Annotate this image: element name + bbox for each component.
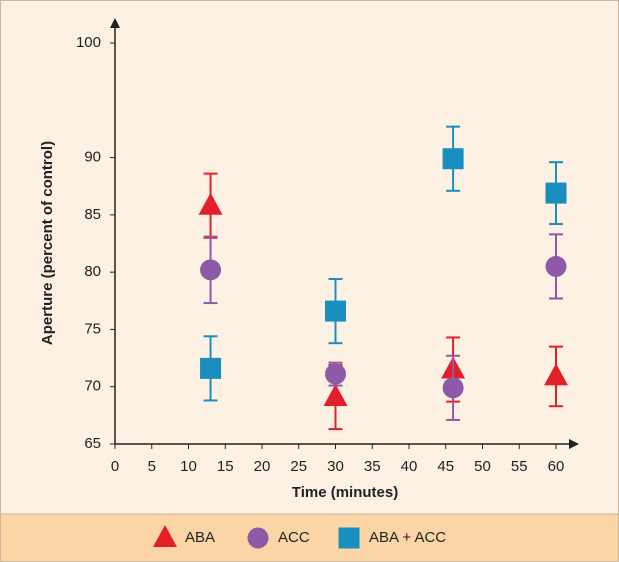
legend-marker: [153, 525, 177, 547]
y-tick-label: 85: [84, 206, 101, 223]
y-tick-label: 80: [84, 263, 101, 280]
x-tick-label: 35: [364, 458, 381, 475]
y-tick-label: 65: [84, 435, 101, 452]
point: [545, 255, 567, 277]
legend-band: [0, 513, 619, 562]
y-tick-label: 75: [84, 320, 101, 337]
legend-label: ABA + ACC: [369, 529, 446, 546]
legend-marker: [247, 527, 269, 549]
point: [200, 259, 222, 281]
x-tick-label: 15: [217, 458, 234, 475]
x-tick-label: 0: [111, 458, 119, 475]
point: [544, 363, 568, 386]
y-tick-label: 90: [84, 149, 101, 166]
x-arrow: [569, 439, 579, 449]
point: [442, 148, 464, 170]
legend-marker: [338, 527, 360, 549]
point: [325, 300, 346, 322]
point: [442, 377, 464, 399]
y-arrow: [110, 18, 120, 28]
point: [545, 182, 567, 204]
x-tick-label: 45: [437, 458, 454, 475]
y-tick-label: 70: [84, 378, 101, 395]
y-axis-title: Aperture (percent of control): [39, 141, 56, 345]
x-tick-label: 20: [254, 458, 271, 475]
legend-label: ACC: [278, 529, 310, 546]
point: [198, 192, 223, 215]
x-tick-label: 10: [180, 458, 197, 475]
x-tick-label: 25: [290, 458, 307, 475]
x-tick-label: 55: [511, 458, 528, 475]
x-tick-label: 60: [548, 458, 565, 475]
x-axis-title: Time (minutes): [292, 484, 398, 501]
legend-label: ABA: [185, 529, 215, 546]
point: [200, 357, 222, 379]
point: [323, 384, 348, 407]
x-tick-label: 5: [148, 458, 156, 475]
y-tick-label: 100: [76, 34, 101, 51]
point: [325, 363, 346, 385]
x-tick-label: 30: [327, 458, 344, 475]
x-tick-label: 40: [401, 458, 418, 475]
x-tick-label: 50: [474, 458, 491, 475]
